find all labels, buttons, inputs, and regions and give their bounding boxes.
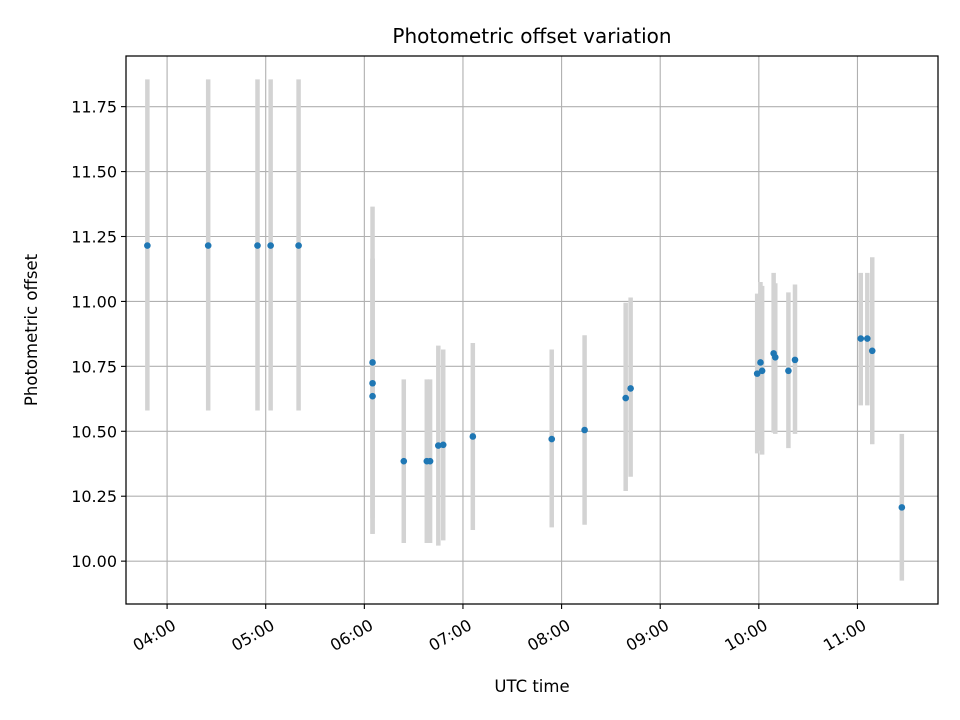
y-tick-label: 11.75 bbox=[71, 98, 117, 117]
data-point bbox=[758, 367, 766, 375]
data-point bbox=[548, 435, 556, 443]
data-point bbox=[400, 457, 408, 465]
data-point bbox=[144, 242, 151, 249]
data-point bbox=[868, 347, 876, 355]
y-tick-label: 10.25 bbox=[71, 487, 117, 506]
data-point bbox=[785, 367, 792, 375]
data-point bbox=[439, 441, 447, 449]
gridlines bbox=[126, 56, 938, 604]
chart-title: Photometric offset variation bbox=[392, 24, 671, 48]
y-axis-label: Photometric offset bbox=[22, 253, 41, 406]
plot-frame bbox=[125, 55, 939, 605]
y-tick-label: 10.50 bbox=[71, 422, 117, 441]
data-point bbox=[369, 379, 376, 387]
data-point bbox=[622, 394, 629, 402]
data-point bbox=[204, 242, 212, 249]
data-point bbox=[254, 242, 261, 249]
data-point bbox=[857, 335, 865, 342]
data-point bbox=[295, 242, 302, 249]
data-point bbox=[898, 504, 906, 511]
data-point bbox=[581, 426, 588, 434]
data-point bbox=[426, 457, 434, 465]
y-tick-label: 11.50 bbox=[71, 163, 117, 182]
data-points bbox=[144, 242, 906, 511]
data-point bbox=[864, 335, 871, 342]
data-point bbox=[369, 392, 376, 400]
y-axis-ticks: 10.00 10.25 10.50 10.75 11.00 11.25 11.50 11.75 bbox=[71, 98, 126, 571]
data-point bbox=[469, 433, 477, 440]
data-point bbox=[771, 353, 779, 361]
y-tick-label: 10.00 bbox=[71, 552, 117, 571]
data-point bbox=[753, 370, 761, 377]
y-tick-label: 11.00 bbox=[71, 292, 117, 311]
data-point bbox=[627, 385, 634, 392]
data-point bbox=[369, 359, 376, 366]
y-tick-label: 10.75 bbox=[71, 357, 117, 376]
x-axis-label: UTC time bbox=[494, 677, 569, 696]
data-point bbox=[435, 442, 442, 449]
data-point bbox=[267, 242, 274, 249]
data-point bbox=[757, 359, 764, 366]
y-tick-label: 11.25 bbox=[71, 228, 117, 247]
data-point bbox=[791, 356, 799, 364]
